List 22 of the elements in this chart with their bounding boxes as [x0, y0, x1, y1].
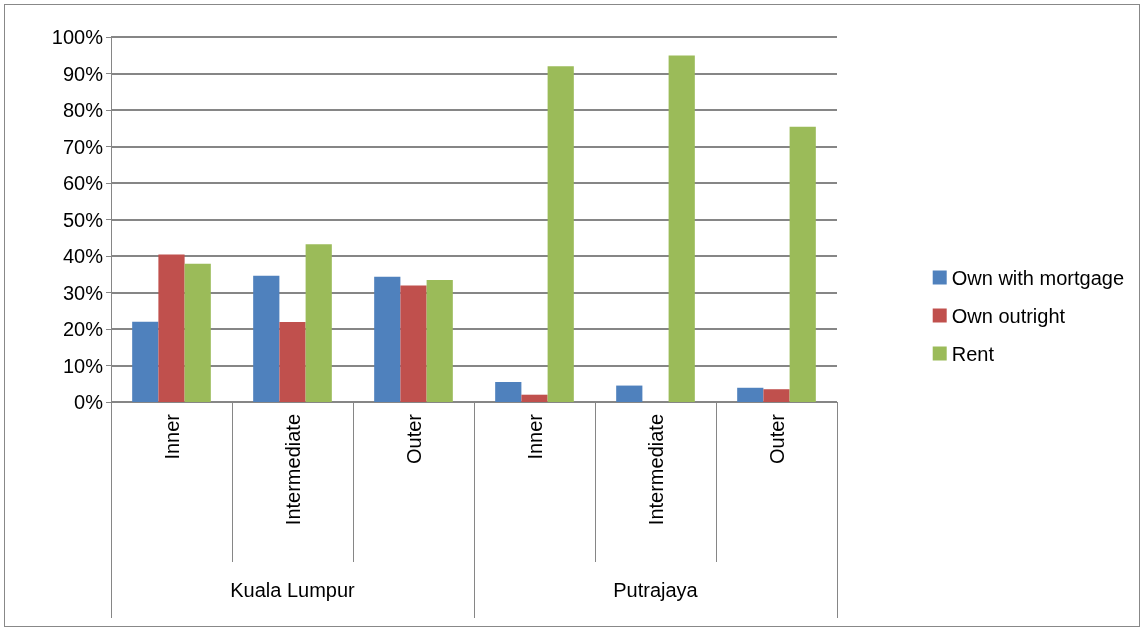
- x-tick-label: Intermediate: [281, 414, 304, 526]
- x-tick-label: Inner: [160, 413, 183, 460]
- text: Kuala Lumpur: [230, 579, 356, 601]
- x-tick-label: Outer: [765, 413, 788, 465]
- legend-label: Own outright: [951, 304, 1066, 327]
- legend-label: Own with mortgage: [951, 266, 1124, 289]
- y-tick-label: 60%: [62, 172, 104, 194]
- y-tick-label: 70%: [62, 135, 104, 158]
- y-tick-label: 100%: [51, 26, 104, 48]
- y-tick-label: 10%: [62, 354, 104, 377]
- y-tick-label: 40%: [62, 245, 104, 267]
- x-tick-label: Inner: [523, 413, 546, 460]
- x-tick-label: Intermediate: [644, 414, 667, 526]
- y-tick-label: 20%: [62, 318, 104, 340]
- y-tick-label: 0%: [74, 391, 104, 413]
- y-tick-label: 30%: [62, 281, 104, 304]
- y-tick-label: 80%: [62, 99, 104, 121]
- y-tick-label: 50%: [62, 208, 104, 231]
- y-tick-label: 90%: [62, 62, 104, 85]
- text: Putrajaya: [613, 579, 699, 601]
- legend-label: Rent: [951, 342, 995, 365]
- x-tick-label: Outer: [402, 413, 425, 465]
